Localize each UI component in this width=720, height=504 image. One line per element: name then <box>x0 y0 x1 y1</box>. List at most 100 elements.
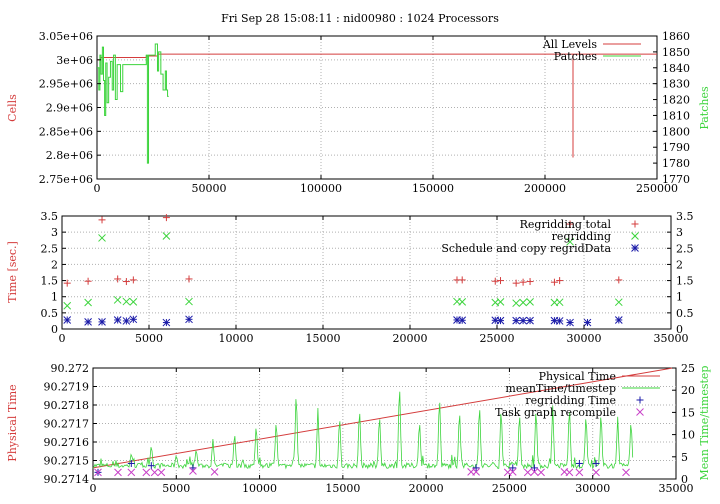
y2-tick-label: 20 <box>681 384 695 397</box>
legend-label: Patches <box>554 50 598 63</box>
series-task-graph-recompile-point-stroke <box>530 468 539 476</box>
series-task-graph-recompile-point <box>142 468 151 477</box>
series-schedule-and-copy-regriddata-point-stroke <box>512 316 520 325</box>
y2-tick-label: 1800 <box>662 125 690 138</box>
series-task-graph-recompile-point-stroke <box>127 468 136 477</box>
series-schedule-and-copy-regriddata-point-stroke <box>122 317 131 325</box>
x-tick-label: 35000 <box>659 482 694 495</box>
series-regridding-total-point <box>98 216 106 224</box>
y2-tick-label: 5 <box>681 451 688 464</box>
series-schedule-and-copy-regriddata-point <box>526 316 534 325</box>
legend-label: regridding <box>552 230 611 243</box>
x-tick-label: 15000 <box>306 332 341 345</box>
series-regridding-total-point <box>496 277 504 285</box>
x-tick-label: 0 <box>94 182 101 195</box>
y-tick-label: 2.85e+06 <box>39 125 93 138</box>
series-regridding-total-point <box>122 278 130 286</box>
x-tick-label: 25000 <box>480 332 515 345</box>
series-regridding-point <box>614 298 623 307</box>
series-schedule-and-copy-regriddata-point <box>555 317 564 325</box>
y-tick-label: 90.2716 <box>44 436 90 449</box>
x-tick-label: 20000 <box>409 482 444 495</box>
series-regridding-point <box>519 298 527 307</box>
legend-marker <box>631 220 639 228</box>
p2-series <box>92 367 673 477</box>
y-tick-label: 1.5 <box>41 275 59 288</box>
p0-grid <box>97 36 657 179</box>
series-task-graph-recompile-point <box>210 468 219 476</box>
series-regridding-point <box>84 298 92 307</box>
series-schedule-and-copy-regriddata-point-stroke <box>566 318 574 327</box>
series-regridding-time-point <box>147 462 155 470</box>
series-schedule-and-copy-regriddata-point-stroke <box>519 316 527 325</box>
p1-ticks: 0 5000 10000 15000 20000 25000 30000 3500000.51… <box>41 210 694 345</box>
series-schedule-and-copy-regriddata-point-stroke <box>129 315 138 324</box>
y-tick-label: 3 <box>51 226 58 239</box>
series-regridding-time-point <box>189 464 197 472</box>
series-physical-time-line <box>92 367 673 469</box>
series-task-graph-recompile-point <box>523 468 532 477</box>
series-schedule-and-copy-regriddata-point <box>512 316 520 325</box>
series-task-graph-recompile-point <box>114 468 122 477</box>
series-regridding-time-point <box>509 464 517 472</box>
series-task-graph-recompile-point <box>472 468 480 476</box>
series-regridding-point <box>63 301 72 310</box>
y-tick-label: 2 <box>51 258 58 271</box>
cells-patches-panel: 0 50000 100000 150000 200000 250000 2.75e+06 2.… <box>6 30 711 195</box>
series-regridding-point-stroke <box>84 298 92 307</box>
x-tick-label: 0 <box>90 482 97 495</box>
x-tick-label: 10000 <box>242 482 277 495</box>
series-schedule-and-copy-regriddata-point <box>458 316 467 325</box>
series-regridding-point-stroke <box>496 298 505 306</box>
y2-tick-label: 1810 <box>662 109 690 122</box>
series-schedule-and-copy-regriddata-point <box>185 315 193 324</box>
y-tick-label: 2.5 <box>41 242 59 255</box>
series-regridding-point <box>162 232 171 240</box>
series-regridding-point <box>113 296 122 304</box>
series-schedule-and-copy-regriddata-point <box>113 316 122 324</box>
p0-ticks: 0 50000 100000 150000 200000 250000 2.75e+06 2.… <box>39 30 690 195</box>
series-regridding-point <box>129 298 138 306</box>
series-task-graph-recompile-point-stroke <box>622 468 630 477</box>
p2-grid <box>93 368 676 479</box>
y-tick-label: 0.5 <box>41 307 59 320</box>
y2-tick-label: 1850 <box>662 46 690 59</box>
series-regridding-time-point <box>575 459 583 467</box>
p2-ylabel: Physical Time <box>6 384 19 461</box>
x-tick-label: 250000 <box>636 182 678 195</box>
series-regridding-total-point <box>556 277 564 285</box>
series-regridding-point-stroke <box>550 298 559 307</box>
series-regridding-total-point <box>84 277 92 285</box>
x-tick-label: 30000 <box>567 332 602 345</box>
y2-tick-label: 10 <box>681 429 695 442</box>
legend-label: Schedule and copy regridData <box>441 242 611 255</box>
p0-y2label: Patches <box>698 86 711 130</box>
series-regridding-point-stroke <box>519 298 527 307</box>
series-schedule-and-copy-regriddata-point <box>614 316 623 324</box>
p0-series <box>97 43 657 164</box>
series-schedule-and-copy-regriddata-point-stroke <box>63 316 72 324</box>
x-tick-label: 15000 <box>325 482 360 495</box>
series-task-graph-recompile-point <box>537 468 545 477</box>
p0-ylabel: Cells <box>6 94 19 122</box>
y-tick-label: 90.2718 <box>44 399 90 412</box>
series-schedule-and-copy-regriddata-point <box>122 317 131 325</box>
series-task-graph-recompile-point-stroke <box>508 468 517 476</box>
series-regridding-point-stroke <box>555 298 564 307</box>
series-regridding-total-point <box>512 279 520 287</box>
legend-marker <box>636 396 644 404</box>
x-tick-label: 25000 <box>492 482 527 495</box>
y-tick-label: 2.8e+06 <box>46 149 93 162</box>
y-tick-label: 90.2715 <box>44 455 90 468</box>
series-task-graph-recompile-point <box>575 468 584 477</box>
series-regridding-total-point <box>491 277 499 285</box>
series-schedule-and-copy-regriddata-point-stroke <box>555 317 564 325</box>
series-task-graph-recompile-point <box>508 468 517 476</box>
legend-label: Physical Time <box>539 370 616 383</box>
x-tick-label: 20000 <box>393 332 428 345</box>
series-regridding-point-stroke <box>98 234 106 242</box>
legend-marker-stroke <box>636 408 644 416</box>
series-schedule-and-copy-regriddata-point <box>84 318 92 326</box>
series-task-graph-recompile-point <box>565 468 574 477</box>
